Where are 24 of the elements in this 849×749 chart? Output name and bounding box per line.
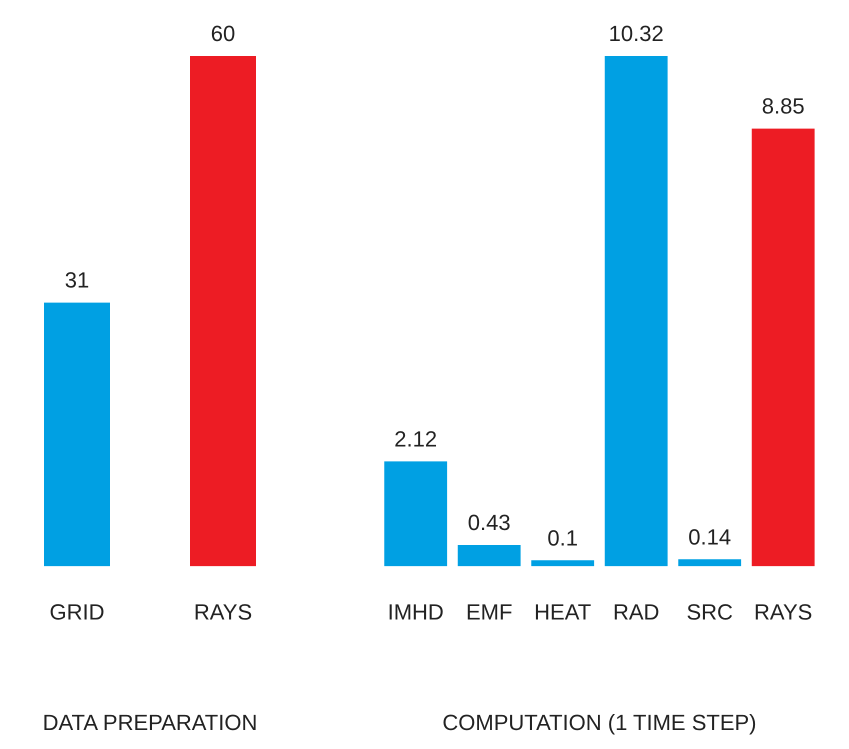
x-axis-title: COMPUTATION (1 TIME STEP): [442, 710, 756, 735]
x-axis-title: DATA PREPARATION: [42, 710, 258, 735]
x-tick-label: RAYS: [754, 599, 812, 624]
data-label: 31: [64, 268, 90, 293]
bar: [678, 559, 742, 566]
x-tick-label: HEAT: [534, 599, 592, 624]
bar: [604, 56, 668, 566]
x-tick-label: EMF: [466, 599, 512, 624]
data-label: 8.85: [762, 94, 805, 119]
data-label: 10.32: [608, 21, 664, 46]
bar: [384, 461, 448, 566]
data-label: 60: [210, 21, 236, 46]
x-tick-label: RAD: [612, 599, 660, 624]
x-tick-label: GRID: [50, 599, 104, 624]
data-label: 0.43: [468, 510, 511, 536]
x-tick-label: SRC: [686, 599, 734, 624]
data-label: 2.12: [394, 426, 438, 452]
bar: [752, 128, 815, 566]
data-label: 0.14: [688, 524, 732, 550]
bar: [531, 560, 594, 566]
data-label: 0.1: [547, 525, 578, 550]
x-tick-label: IMHD: [388, 599, 444, 624]
x-tick-label: RAYS: [194, 599, 252, 624]
bar: [458, 544, 521, 566]
